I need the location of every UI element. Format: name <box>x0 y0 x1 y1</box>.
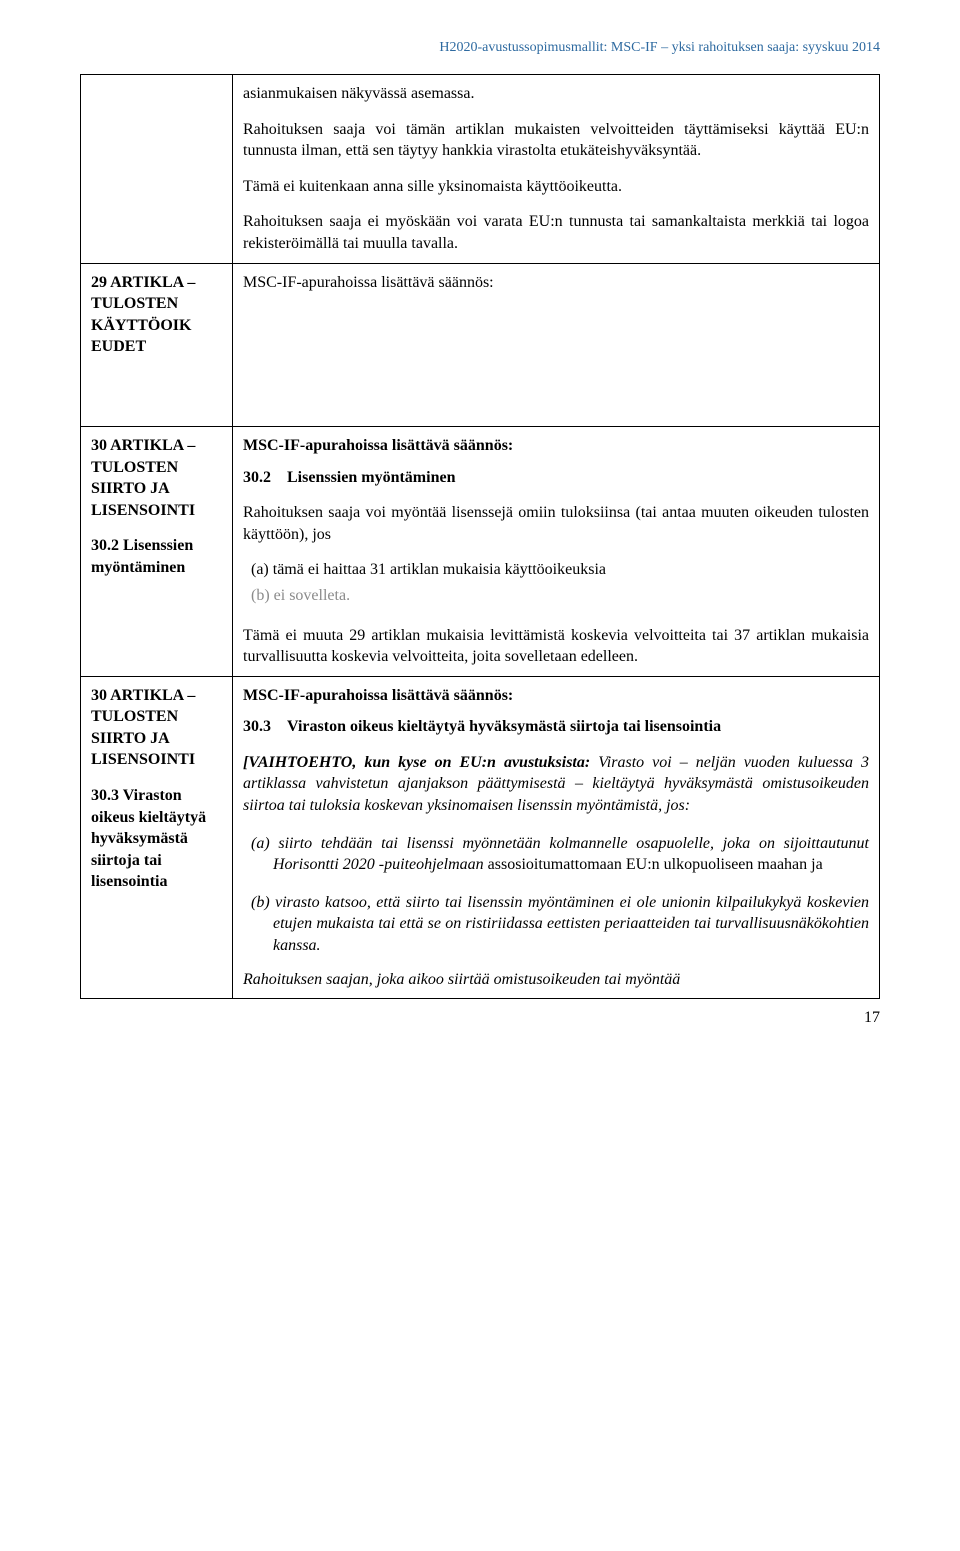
row0-p0: asianmukaisen näkyvässä asemassa. <box>243 83 869 105</box>
spacer <box>91 771 222 785</box>
row3-left-line0: 30 ARTIKLA – TULOSTEN SIIRTO JA LISENSOI… <box>91 685 222 771</box>
row0-right: asianmukaisen näkyvässä asemassa. Rahoit… <box>233 75 880 264</box>
row3-option-bold: [VAIHTOEHTO, kun kyse on EU:n avustuksis… <box>243 754 590 771</box>
row0-left <box>81 75 233 264</box>
spacer <box>91 358 222 418</box>
row3-left: 30 ARTIKLA – TULOSTEN SIIRTO JA LISENSOI… <box>81 676 233 999</box>
row1-p0: MSC-IF-apurahoissa lisättävä säännös: <box>243 272 869 294</box>
spacer <box>91 521 222 535</box>
row3-a: (a) siirto tehdään tai lisenssi myönnetä… <box>273 833 869 876</box>
page-number: 17 <box>80 1009 880 1027</box>
row1-left: 29 ARTIKLA – TULOSTEN KÄYTTÖOIK EUDET <box>81 263 233 426</box>
row3-title: MSC-IF-apurahoissa lisättävä säännös: <box>243 685 869 707</box>
row3-subtitle: 30.3 Viraston oikeus kieltäytyä hyväksym… <box>243 716 869 738</box>
row2-left: 30 ARTIKLA – TULOSTEN SIIRTO JA LISENSOI… <box>81 426 233 676</box>
row3-b: (b) virasto katsoo, että siirto tai lise… <box>273 892 869 957</box>
row2-a: (a) tämä ei haittaa 31 artiklan mukaisia… <box>273 559 869 581</box>
row1-left-text: 29 ARTIKLA – TULOSTEN KÄYTTÖOIK EUDET <box>91 274 195 356</box>
row2-subtitle-text: Lisenssien myöntäminen <box>287 469 455 486</box>
table-row: 29 ARTIKLA – TULOSTEN KÄYTTÖOIK EUDET MS… <box>81 263 880 426</box>
table-row: 30 ARTIKLA – TULOSTEN SIIRTO JA LISENSOI… <box>81 426 880 676</box>
table-row: asianmukaisen näkyvässä asemassa. Rahoit… <box>81 75 880 264</box>
spacer <box>243 611 869 625</box>
row2-b: (b) ei sovelleta. <box>273 585 869 607</box>
row3-closing: Rahoituksen saajan, joka aikoo siirtää o… <box>243 969 869 991</box>
row3-right: MSC-IF-apurahoissa lisättävä säännös: 30… <box>233 676 880 999</box>
row0-p1: Rahoituksen saaja voi tämän artiklan muk… <box>243 119 869 162</box>
row2-right: MSC-IF-apurahoissa lisättävä säännös: 30… <box>233 426 880 676</box>
row3-a-plain: assosioitumattomaan EU:n ulkopuoliseen m… <box>488 856 823 873</box>
row2-left-line0: 30 ARTIKLA – TULOSTEN SIIRTO JA LISENSOI… <box>91 435 222 521</box>
row2-subtitle-num: 30.2 <box>243 469 271 486</box>
table-row: 30 ARTIKLA – TULOSTEN SIIRTO JA LISENSOI… <box>81 676 880 999</box>
row3-option: [VAIHTOEHTO, kun kyse on EU:n avustuksis… <box>243 752 869 817</box>
row3-left-line1: 30.3 Viraston oikeus kieltäytyä hyväksym… <box>91 785 222 893</box>
row2-title: MSC-IF-apurahoissa lisättävä säännös: <box>243 435 869 457</box>
row0-p2: Tämä ei kuitenkaan anna sille yksinomais… <box>243 176 869 198</box>
row3-subtitle-num: 30.3 <box>243 718 271 735</box>
content-table: asianmukaisen näkyvässä asemassa. Rahoit… <box>80 74 880 999</box>
row1-right: MSC-IF-apurahoissa lisättävä säännös: <box>233 263 880 426</box>
row2-intro: Rahoituksen saaja voi myöntää lisenssejä… <box>243 502 869 545</box>
row3-subtitle-text: Viraston oikeus kieltäytyä hyväksymästä … <box>287 718 721 735</box>
page-header: H2020-avustussopimusmallit: MSC-IF – yks… <box>80 40 880 56</box>
row2-left-line1: 30.2 Lisenssien myöntäminen <box>91 535 222 578</box>
row0-p3: Rahoituksen saaja ei myöskään voi varata… <box>243 211 869 254</box>
row2-subtitle: 30.2 Lisenssien myöntäminen <box>243 467 869 489</box>
row2-closing: Tämä ei muuta 29 artiklan mukaisia levit… <box>243 625 869 668</box>
